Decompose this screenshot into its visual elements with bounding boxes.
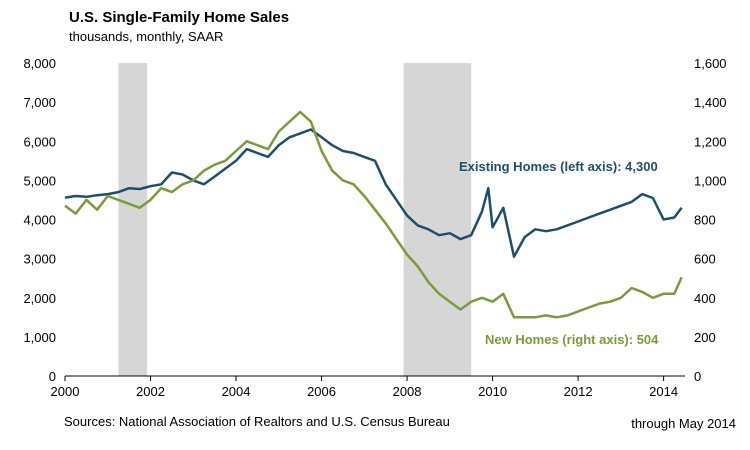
x-tick-label: 2004 (222, 384, 251, 399)
y-left-tick-label: 7,000 (23, 95, 56, 110)
y-right-tick-label: 800 (694, 213, 716, 228)
y-right-tick-label: 1,000 (694, 173, 727, 188)
x-tick-label: 2010 (478, 384, 507, 399)
chart-source: Sources: National Association of Realtor… (64, 414, 450, 429)
y-left-tick-label: 6,000 (23, 134, 56, 149)
y-right-tick-label: 600 (694, 252, 716, 267)
y-right-tick-label: 1,600 (694, 56, 727, 71)
existing-homes-series-line (64, 128, 683, 258)
x-tick-label: 2014 (649, 384, 678, 399)
x-tick-label: 2012 (564, 384, 593, 399)
recession-band-1 (403, 63, 472, 376)
x-tick-label: 2000 (51, 384, 80, 399)
y-left-tick-label: 0 (49, 369, 56, 384)
x-tick-label: 2002 (136, 384, 165, 399)
y-right-tick-label: 0 (694, 369, 701, 384)
y-left-tick-label: 3,000 (23, 252, 56, 267)
new-homes-series-line (64, 110, 683, 319)
y-right-tick-label: 1,400 (694, 95, 727, 110)
recession-band-0 (118, 63, 148, 376)
y-left-tick-label: 5,000 (23, 173, 56, 188)
y-right-tick-label: 400 (694, 291, 716, 306)
x-tick-label: 2008 (393, 384, 422, 399)
y-left-tick-label: 4,000 (23, 213, 56, 228)
chart-title: U.S. Single-Family Home Sales (69, 9, 290, 26)
y-right-tick-label: 200 (694, 330, 716, 345)
y-left-tick-label: 8,000 (23, 56, 56, 71)
new-homes-label: New Homes (right axis): 504 (485, 332, 659, 347)
x-tick-label: 2006 (307, 384, 336, 399)
chart-note: through May 2014 (631, 416, 736, 431)
chart-subtitle: thousands, monthly, SAAR (69, 29, 224, 44)
y-right-tick-label: 1,200 (694, 134, 727, 149)
y-left-tick-label: 1,000 (23, 330, 56, 345)
existing-homes-label: Existing Homes (left axis): 4,300 (459, 159, 658, 174)
y-left-tick-label: 2,000 (23, 291, 56, 306)
